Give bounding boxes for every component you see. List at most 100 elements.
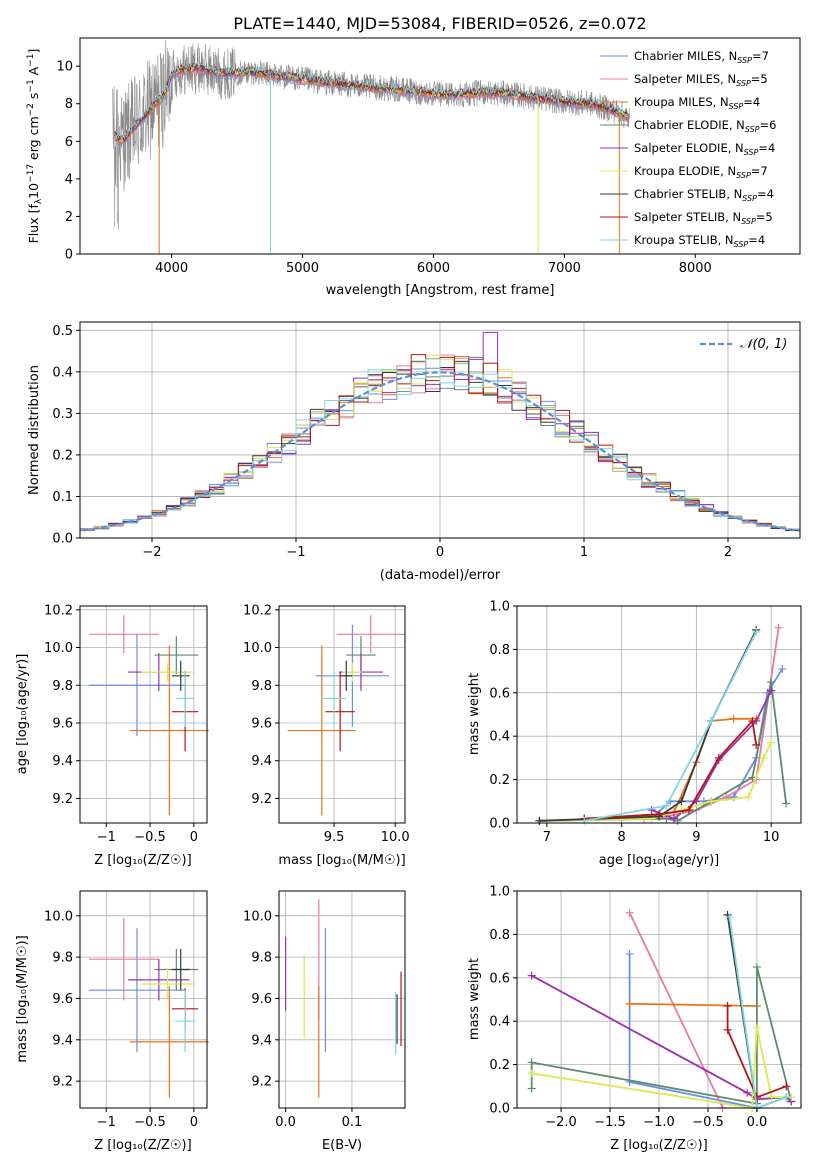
y-tick-label: 10.2 <box>243 603 272 618</box>
spectrum-frame <box>79 37 801 255</box>
y-tick-label: 0.5 <box>52 324 73 339</box>
mass-weight-marker <box>655 810 663 819</box>
y-tick-label: 0.8 <box>489 928 510 943</box>
mass-weight-marker <box>723 1025 732 1034</box>
mass-weight-marker <box>535 816 544 825</box>
mass-weight-marker <box>714 753 723 762</box>
x-tick-label: 9.5 <box>324 830 345 845</box>
y-tick-label: 0.4 <box>489 1015 510 1030</box>
x-tick-label: 0 <box>436 545 444 560</box>
y-tick-label: 4 <box>65 172 73 187</box>
age-z-panel: −1 −0.5 0 9.2 9.4 9.6 9.8 10.0 10.2 Z [log₁₀(Z/Z… <box>15 603 209 868</box>
mass-weight-age-xlabel: age [log₁₀(age/yr)] <box>599 853 720 868</box>
x-tick-label: −2 <box>142 545 161 560</box>
y-tick-label: 0.0 <box>52 532 73 547</box>
mass-weight-line <box>629 1002 757 1007</box>
residuals-ylabel: Normed distribution <box>27 365 42 495</box>
mass-weight-z-panel: −2.0 −1.5 −1.0 −0.5 0.0 0.0 0.2 0.4 0.6 0.8 1.0 Z … <box>467 885 802 1153</box>
mass-z-xlabel: Z [log₁₀(Z/Z☉)] <box>94 1138 191 1153</box>
x-tick-label: −0.5 <box>134 1115 166 1130</box>
mass-weight-marker <box>723 1002 732 1011</box>
mass-weight-line <box>726 1006 787 1099</box>
mass-weight-marker <box>752 962 761 971</box>
mass-weight-marker <box>748 773 757 782</box>
y-tick-label: 9.2 <box>251 1075 272 1090</box>
y-tick-label: 10.0 <box>243 909 272 924</box>
y-tick-label: 1.0 <box>489 885 510 900</box>
age-z-ylabel: age [log₁₀(age/yr)] <box>15 654 30 775</box>
x-tick-label: 9 <box>692 830 700 845</box>
x-tick-label: −1 <box>97 1115 116 1130</box>
mass-weight-line <box>584 719 758 820</box>
mass-weight-marker <box>729 792 738 801</box>
y-tick-label: 9.4 <box>251 754 272 769</box>
x-tick-label: 0 <box>190 830 198 845</box>
mass-weight-marker <box>729 714 738 723</box>
mass-weight-marker <box>684 805 693 814</box>
legend-entry: Kroupa ELODIE, NSSP=7 <box>634 164 768 180</box>
spectrum-xlabel: wavelength [Angstrom, rest frame] <box>326 283 555 298</box>
y-tick-label: 0.0 <box>489 817 510 832</box>
legend-entry: Chabrier ELODIE, NSSP=6 <box>634 118 776 134</box>
mass-weight-age-frame <box>516 605 802 824</box>
y-tick-label: 9.6 <box>251 716 272 731</box>
mass-weight-marker <box>662 801 671 810</box>
x-tick-label: −0.5 <box>134 830 166 845</box>
mass-weight-line <box>531 1027 792 1110</box>
y-tick-label: 9.2 <box>52 792 73 807</box>
x-tick-label: 0.0 <box>275 1115 296 1130</box>
x-tick-label: 7 <box>543 830 551 845</box>
x-tick-label: 7000 <box>548 261 581 276</box>
x-tick-label: 2 <box>724 545 732 560</box>
mass-weight-marker <box>782 799 791 808</box>
y-tick-label: 10.2 <box>44 603 73 618</box>
mass-weight-marker <box>752 1093 761 1102</box>
mass-weight-marker <box>767 1093 776 1102</box>
mass-weight-marker <box>767 686 776 695</box>
mass-weight-line <box>651 690 772 820</box>
mass-weight-marker <box>647 805 656 814</box>
mass-z-panel: −1 −0.5 09.29.49.69.810.0 Z [log₁₀(Z/Z☉)] … <box>15 890 209 1153</box>
mass-weight-marker <box>767 738 776 747</box>
y-tick-label: 9.8 <box>251 951 272 966</box>
x-tick-label: 10.0 <box>381 830 410 845</box>
x-tick-label: 5000 <box>286 261 319 276</box>
mass-weight-marker <box>748 717 757 726</box>
y-tick-label: 9.8 <box>52 951 73 966</box>
mass-weight-marker <box>774 623 783 632</box>
mass-ebv-panel: 0.0 0.1 9.2 9.4 9.6 9.8 10.0 E(B-V) <box>243 890 406 1153</box>
y-tick-label: 0.8 <box>489 643 510 658</box>
legend-entry: Salpeter STELIB, NSSP=5 <box>634 210 773 226</box>
mass-weight-marker <box>677 797 686 806</box>
mass-weight-marker <box>743 1088 752 1097</box>
x-tick-label: 0 <box>190 1115 198 1130</box>
y-tick-label: 9.8 <box>251 679 272 694</box>
mass-z-frame <box>79 890 208 1109</box>
y-tick-label: 10 <box>56 60 73 75</box>
residuals-legend: 𝒩(0, 1) <box>700 337 787 352</box>
mass-weight-marker <box>782 1082 791 1091</box>
y-tick-label: 0.3 <box>52 407 73 422</box>
mass-weight-marker <box>767 677 776 686</box>
residuals-panel: −2 −1 0 1 2 0.0 0.1 0.2 0.3 0.4 0.5 (data-model)/e… <box>27 321 801 583</box>
mass-weight-marker <box>707 797 716 806</box>
x-tick-label: −1.5 <box>594 1115 626 1130</box>
age-mass-panel: 9.5 10.0 9.2 9.4 9.6 9.8 10.0 10.2 mass [log₁₀(… <box>243 603 410 868</box>
mass-weight-marker <box>725 913 734 922</box>
age-z-xlabel: Z [log₁₀(Z/Z☉)] <box>94 853 191 868</box>
spectrum-legend: Chabrier MILES, NSSP=7 Salpeter MILES, NS… <box>600 49 776 249</box>
mass-weight-marker <box>527 1084 536 1093</box>
mass-weight-marker <box>744 792 753 801</box>
x-tick-label: −0.5 <box>692 1115 724 1130</box>
mass-weight-marker <box>625 1077 634 1086</box>
mass-ebv-xlabel: E(B-V) <box>322 1138 362 1153</box>
figure-title: PLATE=1440, MJD=53084, FIBERID=0526, z=0… <box>233 14 646 33</box>
y-tick-label: 0 <box>65 248 73 263</box>
x-tick-label: 8 <box>617 830 625 845</box>
y-tick-label: 10.0 <box>44 909 73 924</box>
y-tick-label: 9.6 <box>251 992 272 1007</box>
mass-weight-marker <box>625 949 634 958</box>
mass-weight-marker <box>625 999 634 1008</box>
y-tick-label: 2 <box>65 210 73 225</box>
legend-entry: Chabrier MILES, NSSP=7 <box>634 49 769 65</box>
